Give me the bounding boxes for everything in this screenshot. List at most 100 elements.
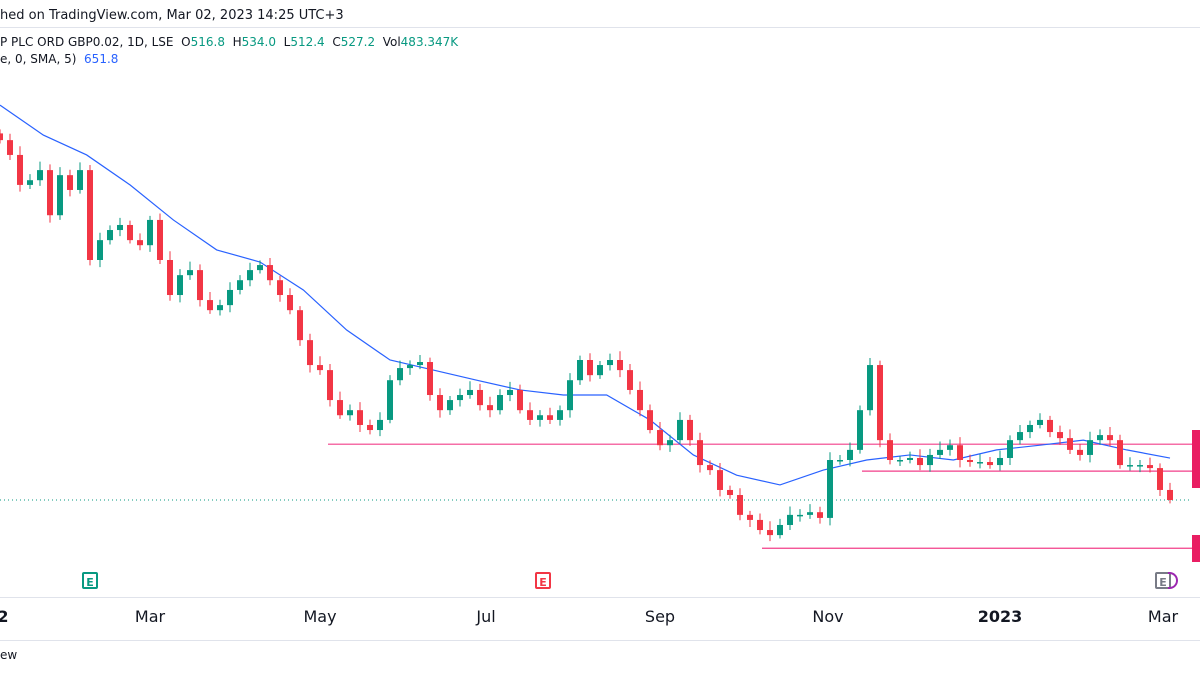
x-tick: Mar bbox=[1147, 607, 1179, 626]
candle-body bbox=[887, 440, 893, 460]
candle-body bbox=[297, 310, 303, 341]
x-tick: Mar bbox=[134, 607, 166, 626]
candle-body bbox=[407, 365, 413, 369]
candle-body bbox=[147, 219, 153, 246]
x-tick: 2023 bbox=[977, 607, 1023, 626]
candle-body bbox=[597, 365, 603, 376]
candle-body bbox=[1037, 419, 1043, 425]
candle-body bbox=[567, 380, 573, 411]
candle-body bbox=[377, 419, 383, 431]
candle-body bbox=[897, 460, 903, 462]
candle-body bbox=[247, 270, 253, 281]
candle-body bbox=[957, 445, 963, 460]
candle-body bbox=[1047, 419, 1053, 433]
candle-body bbox=[1027, 424, 1033, 433]
candle-body bbox=[497, 395, 503, 411]
earnings-label: E bbox=[86, 576, 94, 589]
candle-body bbox=[177, 275, 183, 296]
candle-body bbox=[687, 419, 693, 441]
candle-body bbox=[487, 405, 493, 411]
earnings-icon[interactable]: E bbox=[82, 572, 98, 589]
candle-body bbox=[527, 410, 533, 420]
candle-body bbox=[457, 395, 463, 401]
candle-body bbox=[917, 457, 923, 466]
earnings-icon[interactable]: E bbox=[535, 572, 551, 589]
candle-body bbox=[397, 368, 403, 381]
footer-text: ew bbox=[0, 648, 18, 662]
candle-body bbox=[967, 460, 973, 463]
candle-body bbox=[1087, 440, 1093, 455]
candle-body bbox=[867, 365, 873, 411]
candle-body bbox=[807, 512, 813, 515]
candle-body bbox=[667, 440, 673, 446]
high-label: H bbox=[232, 35, 242, 49]
earnings-label: E bbox=[1159, 576, 1167, 589]
symbol-name: P PLC ORD GBP0.02, 1D, LSE bbox=[0, 35, 174, 49]
candle-body bbox=[227, 289, 233, 306]
low-value: 512.4 bbox=[290, 35, 325, 49]
candle-body bbox=[737, 495, 743, 515]
candle-body bbox=[767, 530, 773, 536]
candle-body bbox=[337, 400, 343, 416]
candle-body bbox=[287, 295, 293, 311]
x-tick: Nov bbox=[812, 607, 844, 626]
candle-body bbox=[947, 445, 953, 450]
price-chart[interactable] bbox=[0, 0, 1200, 597]
sma-label: e, 0, SMA, 5) bbox=[0, 52, 77, 66]
candle-body bbox=[157, 219, 163, 260]
candle-body bbox=[987, 462, 993, 466]
candle-body bbox=[637, 389, 643, 411]
candle-body bbox=[1117, 440, 1123, 466]
candle-body bbox=[847, 449, 853, 460]
candle-body bbox=[257, 265, 263, 271]
dividend-icon[interactable] bbox=[1168, 572, 1178, 589]
candle-body bbox=[507, 389, 513, 396]
candle-body bbox=[57, 175, 63, 216]
candle-body bbox=[237, 280, 243, 290]
candle-body bbox=[277, 280, 283, 296]
candle-body bbox=[437, 395, 443, 411]
candle-body bbox=[997, 457, 1003, 466]
candle-body bbox=[47, 170, 53, 216]
candle-body bbox=[517, 389, 523, 411]
symbol-legend: P PLC ORD GBP0.02, 1D, LSE O516.8 H534.0… bbox=[0, 35, 458, 49]
earnings-label: E bbox=[539, 576, 547, 589]
x-tick: Jul bbox=[476, 607, 496, 626]
sma-legend: e, 0, SMA, 5) 651.8 bbox=[0, 52, 118, 66]
candle-body bbox=[937, 449, 943, 455]
candle-body bbox=[677, 419, 683, 441]
candle-body bbox=[327, 370, 333, 401]
candle-body bbox=[347, 410, 353, 416]
candle-body bbox=[37, 170, 43, 181]
x-tick: 2 bbox=[0, 607, 9, 626]
candle-body bbox=[1157, 468, 1163, 490]
candle-body bbox=[117, 224, 123, 231]
candle-body bbox=[0, 133, 3, 141]
time-axis[interactable]: 2 Mar May Jul Sep Nov 2023 Mar bbox=[0, 597, 1200, 641]
candle-body bbox=[837, 460, 843, 462]
candle-body bbox=[127, 224, 133, 241]
candle-body bbox=[647, 410, 653, 431]
candle-body bbox=[27, 180, 33, 185]
candle-body bbox=[797, 514, 803, 517]
candle-body bbox=[877, 365, 883, 441]
candle-body bbox=[1097, 435, 1103, 441]
candle-body bbox=[197, 270, 203, 301]
candle-body bbox=[357, 410, 363, 425]
price-scale-marker bbox=[1192, 430, 1200, 460]
candle-body bbox=[477, 389, 483, 406]
sma-line bbox=[0, 104, 1171, 486]
candle-body bbox=[167, 260, 173, 296]
candle-body bbox=[817, 512, 823, 518]
candle-body bbox=[717, 470, 723, 490]
candle-body bbox=[607, 360, 613, 366]
candle-body bbox=[367, 424, 373, 431]
candle-body bbox=[1107, 435, 1113, 441]
candle-body bbox=[627, 370, 633, 390]
candle-body bbox=[87, 170, 93, 260]
candle-body bbox=[67, 175, 73, 190]
candle-body bbox=[827, 460, 833, 518]
candle-body bbox=[207, 300, 213, 311]
candle-body bbox=[1017, 432, 1023, 441]
candle-body bbox=[387, 380, 393, 420]
